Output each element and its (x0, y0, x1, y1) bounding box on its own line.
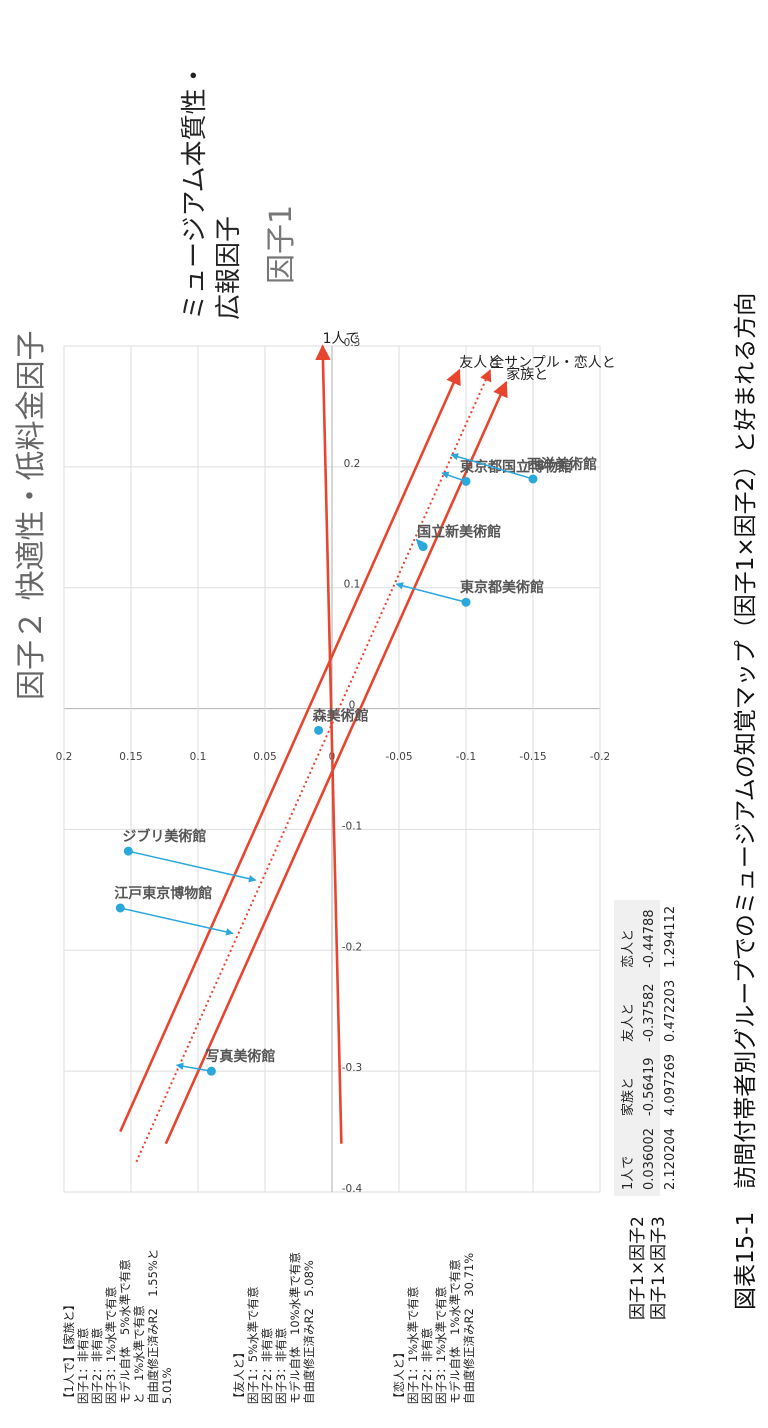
projection-arrow (128, 850, 257, 883)
y-tick-label: -0.05 (385, 751, 412, 763)
table-cell: 0.036002 (639, 1121, 660, 1196)
table-cell: 2.120204 (663, 1127, 678, 1190)
museum-point (461, 476, 471, 486)
notes-partner: 【恋人と】 因子1：1%水準で有意 因子2：非有意 因子3：1%水準で有意 モデ… (392, 1252, 476, 1404)
museum-label: 写真美術館 (205, 1048, 275, 1065)
y-tick-label: 0.05 (253, 751, 276, 763)
col-header: 恋人と (614, 899, 639, 974)
table-cell: 1.294112 (663, 905, 678, 968)
museum-point (314, 725, 324, 735)
y-tick-label: -0.1 (456, 751, 477, 763)
museum-label: 東京都国立博物館 (460, 458, 572, 475)
x-tick-label: -0.1 (342, 820, 363, 832)
museum-label: 江戸東京博物館 (114, 885, 212, 902)
notes-friends: 【友人と】 因子1：5%水準で有意 因子2：非有意 因子3：非有意 モデル自体 … (232, 1251, 316, 1404)
table-cell: 0.472203 (663, 979, 678, 1042)
projection-arrow (395, 582, 467, 603)
museum-label: 東京都美術館 (460, 579, 544, 596)
museum-label: 国立新美術館 (417, 524, 501, 541)
col-header: 友人と (614, 973, 639, 1048)
col-header: 家族と (614, 1047, 639, 1122)
y-tick-label: -0.2 (590, 751, 611, 763)
table-row-labels: 因子1×因子2 因子1×因子3 (628, 1216, 670, 1320)
museum-point (206, 1066, 216, 1076)
projection-arrow (175, 1062, 212, 1072)
x-tick-label: 0.3 (344, 337, 361, 349)
x-tick-label: 0.1 (344, 579, 361, 591)
museum-label: 森美術館 (313, 707, 369, 724)
vector-label: 全サンプル・恋人と (490, 354, 616, 371)
notes-family-solo: 【1人で】【家族と】 因子1：非有意 因子2：非有意 因子3：1%水準で有意 モ… (62, 1248, 174, 1404)
vector-label: 家族と (506, 366, 548, 383)
vector-label: 友人と (459, 355, 501, 371)
x-tick-label: -0.3 (342, 1062, 363, 1074)
museum-point (418, 542, 428, 552)
museum-point (123, 846, 133, 856)
y-tick-label: 0.15 (119, 751, 142, 763)
projection-arrow (120, 907, 234, 936)
table-cell: 4.097269 (663, 1053, 678, 1116)
y-tick-label: 0.1 (190, 751, 207, 763)
x-tick-label: 0 (349, 700, 356, 712)
y-tick-label: -0.15 (519, 751, 546, 763)
museum-point (528, 474, 538, 484)
figure-caption: 図表15-1 訪問付帯者別グループでのミュージアムの知覚マップ（因子1×因子2）… (733, 292, 759, 1310)
table-cell: -0.37582 (639, 973, 660, 1048)
museum-point (115, 903, 125, 913)
col-header: 1人で (614, 1121, 639, 1196)
row-label-f1f3: 因子1×因子3 (649, 1216, 669, 1320)
museum-label: 西洋美術館 (527, 456, 597, 473)
table-cell: -0.56419 (639, 1047, 660, 1122)
x-tick-label: -0.4 (342, 1183, 363, 1195)
projection-arrow (450, 453, 534, 480)
vector-line (135, 369, 492, 1163)
vector-line (119, 368, 461, 1133)
tick-labels: -0.4 -0.3 -0.2 -0.1 0 0.1 0.2 0.3 -0.2 -0.15 -0.1 -… (56, 337, 611, 1195)
x-tick-label: -0.2 (342, 941, 363, 953)
museum-point (461, 597, 471, 607)
vector-label: 1人で (323, 331, 360, 347)
museum-label: ジブリ美術館 (122, 828, 206, 845)
x-tick-label: 0.2 (344, 458, 361, 470)
row-label-f1f2: 因子1×因子2 (628, 1216, 648, 1320)
coefficient-table: 1人で 家族と 友人と 恋人と 0.036002 -0.56419 -0.375… (614, 899, 681, 1196)
table-cell: -0.44788 (639, 899, 660, 974)
vector-line (315, 344, 343, 1144)
y-tick-label: 0.2 (56, 751, 73, 763)
vector-line (164, 380, 508, 1145)
